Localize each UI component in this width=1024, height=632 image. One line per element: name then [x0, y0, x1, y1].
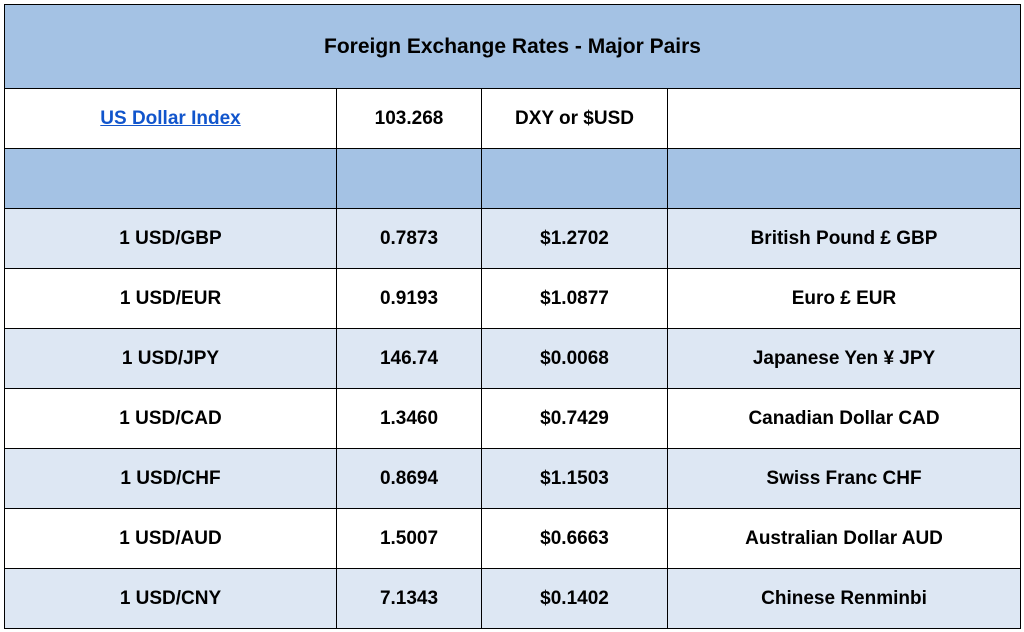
dollar-index-link[interactable]: US Dollar Index: [100, 107, 241, 129]
rate-cell: 0.9193: [336, 268, 482, 329]
title-row: Foreign Exchange Rates - Major Pairs: [3, 4, 1022, 89]
inverse-rate-cell: $1.2702: [481, 208, 668, 269]
rate-cell: 146.74: [336, 328, 482, 389]
currency-name-cell: Chinese Renminbi: [666, 568, 1022, 629]
pair-cell: 1 USD/EUR: [4, 268, 337, 329]
currency-name-cell: Japanese Yen ¥ JPY: [666, 328, 1022, 389]
dollar-index-ticker: DXY or $USD: [481, 88, 668, 149]
dollar-index-cell: US Dollar Index: [4, 88, 337, 149]
spacer-cell: [4, 148, 337, 209]
pair-cell: 1 USD/CHF: [4, 448, 337, 509]
pair-cell: 1 USD/CAD: [4, 388, 337, 449]
inverse-rate-cell: $0.6663: [481, 508, 668, 569]
table-row: 1 USD/CHF 0.8694 $1.1503 Swiss Franc CHF: [4, 448, 1022, 509]
rate-cell: 0.7873: [336, 208, 482, 269]
table-row: 1 USD/CAD 1.3460 $0.7429 Canadian Dollar…: [4, 388, 1022, 449]
spacer-cell: [336, 148, 482, 209]
currency-name-cell: Swiss Franc CHF: [666, 448, 1022, 509]
rate-cell: 7.1343: [336, 568, 482, 629]
pair-cell: 1 USD/JPY: [4, 328, 337, 389]
pair-cell: 1 USD/GBP: [4, 208, 337, 269]
table-row: 1 USD/EUR 0.9193 $1.0877 Euro £ EUR: [4, 268, 1022, 329]
inverse-rate-cell: $1.0877: [481, 268, 668, 329]
spacer-cell: [666, 148, 1022, 209]
dollar-index-value: 103.268: [336, 88, 482, 149]
table-row: 1 USD/AUD 1.5007 $0.6663 Australian Doll…: [4, 508, 1022, 569]
rate-cell: 1.5007: [336, 508, 482, 569]
currency-name-cell: British Pound £ GBP: [666, 208, 1022, 269]
currency-name-cell: Australian Dollar AUD: [666, 508, 1022, 569]
fx-rates-table: Foreign Exchange Rates - Major Pairs US …: [3, 4, 1022, 629]
table-row: 1 USD/CNY 7.1343 $0.1402 Chinese Renminb…: [4, 568, 1022, 629]
spacer-row: [4, 148, 1022, 209]
table-title: Foreign Exchange Rates - Major Pairs: [3, 4, 1022, 89]
rate-cell: 0.8694: [336, 448, 482, 509]
inverse-rate-cell: $1.1503: [481, 448, 668, 509]
pair-cell: 1 USD/CNY: [4, 568, 337, 629]
currency-name-cell: Euro £ EUR: [666, 268, 1022, 329]
pair-cell: 1 USD/AUD: [4, 508, 337, 569]
inverse-rate-cell: $0.1402: [481, 568, 668, 629]
inverse-rate-cell: $0.0068: [481, 328, 668, 389]
currency-name-cell: Canadian Dollar CAD: [666, 388, 1022, 449]
rate-cell: 1.3460: [336, 388, 482, 449]
dollar-index-note: [666, 88, 1022, 149]
table-row: 1 USD/JPY 146.74 $0.0068 Japanese Yen ¥ …: [4, 328, 1022, 389]
spacer-cell: [481, 148, 668, 209]
table-row: 1 USD/GBP 0.7873 $1.2702 British Pound £…: [4, 208, 1022, 269]
inverse-rate-cell: $0.7429: [481, 388, 668, 449]
dollar-index-row: US Dollar Index 103.268 DXY or $USD: [4, 88, 1022, 149]
